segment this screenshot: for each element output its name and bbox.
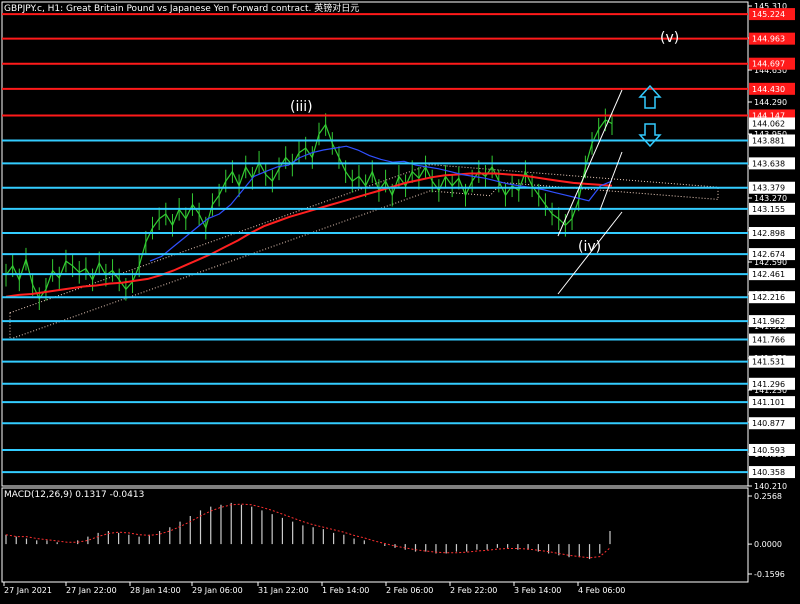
red-level-tag [749, 8, 795, 21]
moving-average-red [5, 172, 613, 298]
wave-label-iii: (iii) [290, 99, 313, 115]
channel-line [557, 89, 623, 237]
cyan-level-tag [749, 248, 795, 261]
cyan-level-tag [749, 268, 795, 281]
cyan-level-label: 143.379 [752, 184, 785, 193]
y-tick-label: 141.230 [754, 386, 787, 395]
x-tick-label: 27 Jan 22:00 [66, 586, 117, 595]
cyan-level-label: 142.674 [752, 250, 785, 259]
x-tick-label: 2 Feb 06:00 [386, 586, 433, 595]
red-level-label: 144.147 [752, 111, 785, 120]
cyan-level-tag [749, 333, 795, 346]
ichimoku-cloud [9, 164, 719, 340]
cyan-level-label: 141.531 [752, 358, 785, 367]
main-plot-frame [1, 1, 749, 487]
macd-tick-label: 0.0000 [754, 540, 782, 549]
cyan-level-tag [749, 315, 795, 328]
macd-plot-frame [1, 487, 749, 583]
cyan-level-tag [749, 181, 795, 194]
cyan-level-label: 143.881 [752, 136, 785, 145]
arrow-up-icon [638, 84, 662, 109]
x-tick-label: 31 Jan 22:00 [258, 586, 309, 595]
red-level-tag [749, 32, 795, 45]
macd-tick-label: -0.1596 [754, 570, 785, 579]
y-tick-label: 140.210 [754, 482, 787, 491]
x-tick-label: 2 Feb 22:00 [450, 586, 497, 595]
cyan-level-label: 141.962 [752, 317, 785, 326]
x-tick-label: 27 Jan 2021 [4, 586, 52, 595]
y-tick-label: 145.310 [754, 2, 787, 11]
cyan-level-label: 143.155 [752, 205, 785, 214]
cyan-level-label: 142.216 [752, 293, 785, 302]
cyan-level-label: 143.638 [752, 159, 785, 168]
red-level-label: 144.697 [752, 60, 785, 69]
red-level-tag [749, 57, 795, 70]
cyan-level-tag [749, 355, 795, 368]
channel-line [557, 211, 623, 295]
channel-line [599, 151, 623, 211]
cyan-level-label: 142.461 [752, 270, 785, 279]
x-tick-label: 28 Jan 14:00 [130, 586, 181, 595]
macd-signal-line [5, 503, 611, 559]
cyan-level-tag [749, 134, 795, 147]
cyan-level-tag [749, 227, 795, 240]
wave-label-v: (v) [660, 30, 679, 46]
x-tick-label: 3 Feb 14:00 [514, 586, 561, 595]
cyan-level-label: 141.101 [752, 398, 785, 407]
cyan-level-tag [749, 417, 795, 430]
cyan-level-tag [749, 396, 795, 409]
current-price-tag [749, 117, 795, 130]
wave-label-iv: (iv) [578, 239, 601, 255]
red-level-tag [749, 82, 795, 95]
red-level-label: 145.224 [752, 10, 785, 19]
x-tick-label: 29 Jan 06:00 [192, 586, 243, 595]
arrow-down-icon [638, 123, 662, 148]
macd-tick-label: 0.2568 [754, 492, 782, 501]
cyan-level-tag [749, 157, 795, 170]
cyan-level-tag [749, 377, 795, 390]
macd-title: MACD(12,26,9) 0.1317 -0.0413 [4, 490, 145, 500]
chart-title: GBPJPY.c, H1: Great Britain Pound vs Jap… [4, 4, 360, 14]
cyan-level-tag [749, 291, 795, 304]
cyan-level-label: 140.358 [752, 468, 785, 477]
x-tick-label: 4 Feb 06:00 [578, 586, 625, 595]
red-level-label: 144.430 [752, 85, 785, 94]
cyan-level-tag [749, 466, 795, 479]
cyan-level-label: 140.593 [752, 446, 785, 455]
y-tick-label: 144.290 [754, 98, 787, 107]
current-price-label: 144.062 [752, 119, 785, 128]
x-tick-label: 1 Feb 14:00 [322, 586, 369, 595]
red-level-label: 144.963 [752, 35, 785, 44]
cyan-level-label: 140.877 [752, 419, 785, 428]
y-tick-label: 142.590 [754, 258, 787, 267]
cyan-level-label: 141.296 [752, 380, 785, 389]
cyan-level-label: 141.766 [752, 336, 785, 345]
cyan-level-tag [749, 443, 795, 456]
y-tick-label: 144.630 [754, 66, 787, 75]
cyan-level-tag [749, 202, 795, 215]
y-tick-label: 143.270 [754, 194, 787, 203]
cyan-level-label: 142.898 [752, 229, 785, 238]
